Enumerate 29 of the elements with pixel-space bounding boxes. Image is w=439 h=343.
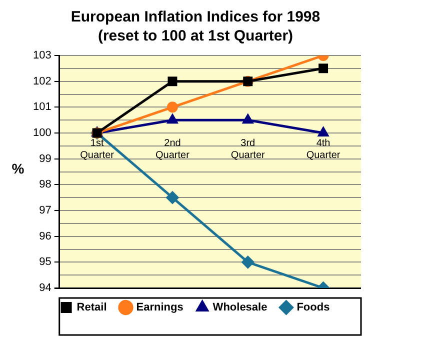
point xyxy=(166,191,179,204)
point xyxy=(168,76,178,86)
y-tick-label: 98 xyxy=(39,178,52,191)
x-tick-label: 1st Quarter xyxy=(80,138,115,161)
text: European Inflation Indices for 1998 xyxy=(70,8,320,26)
point xyxy=(241,256,254,269)
legend-label: Foods xyxy=(296,302,330,314)
point xyxy=(166,114,178,124)
x-tick-label: 4th Quarter xyxy=(306,138,341,161)
y-tick-label: 100 xyxy=(32,127,52,140)
y-tick-label: 95 xyxy=(39,256,52,268)
point xyxy=(318,64,328,74)
legend-label: Wholesale xyxy=(212,302,268,314)
legend-label: Earnings xyxy=(136,302,184,314)
y-tick-label: 101 xyxy=(32,101,52,114)
point xyxy=(166,102,178,113)
legend-label: Retail xyxy=(76,302,107,314)
x-tick-label: 2nd Quarter xyxy=(156,138,190,161)
y-tick-label: 103 xyxy=(32,50,52,62)
y-tick-label: 97 xyxy=(39,204,52,217)
point xyxy=(242,114,254,124)
x-tick-label: 3rd Quarter xyxy=(230,138,266,161)
y-tick-label: 102 xyxy=(32,75,52,88)
y-tick-label: 96 xyxy=(39,230,52,242)
y-tick-label: 99 xyxy=(39,152,52,165)
text: (reset to 100 at 1st Quarter) xyxy=(98,27,294,44)
point xyxy=(318,126,329,136)
y-tick-label: 94 xyxy=(39,282,52,294)
y-axis-title: % xyxy=(12,160,25,177)
